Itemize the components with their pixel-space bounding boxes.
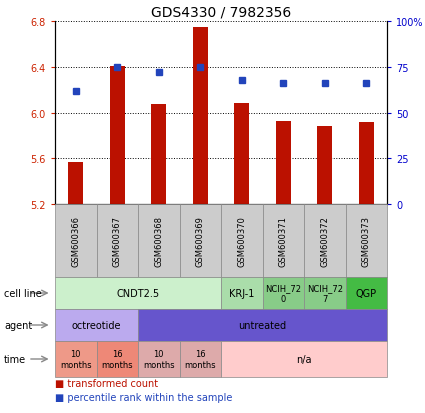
Text: octreotide: octreotide (72, 320, 121, 330)
Text: untreated: untreated (238, 320, 286, 330)
Text: CNDT2.5: CNDT2.5 (116, 288, 159, 298)
Text: NCIH_72
7: NCIH_72 7 (307, 284, 343, 303)
Text: QGP: QGP (356, 288, 377, 298)
Text: GSM600373: GSM600373 (362, 216, 371, 266)
Text: 16
months: 16 months (102, 349, 133, 369)
Bar (235, 104, 249, 204)
Text: agent: agent (4, 320, 32, 330)
Text: 16
months: 16 months (184, 349, 216, 369)
Text: GSM600368: GSM600368 (154, 216, 163, 266)
Text: 10
months: 10 months (143, 349, 175, 369)
Text: ■ percentile rank within the sample: ■ percentile rank within the sample (55, 392, 232, 402)
Text: GSM600371: GSM600371 (279, 216, 288, 266)
Text: GSM600369: GSM600369 (196, 216, 205, 266)
Text: n/a: n/a (296, 354, 312, 364)
Text: time: time (4, 354, 26, 364)
Text: cell line: cell line (4, 288, 42, 298)
Text: ■ transformed count: ■ transformed count (55, 377, 158, 388)
Bar (151, 105, 166, 204)
Text: GSM600366: GSM600366 (71, 216, 80, 266)
Bar (276, 121, 291, 204)
Bar (110, 66, 125, 204)
Title: GDS4330 / 7982356: GDS4330 / 7982356 (151, 5, 291, 19)
Text: KRJ-1: KRJ-1 (229, 288, 255, 298)
Bar (359, 122, 374, 204)
Bar (317, 127, 332, 204)
Text: 10
months: 10 months (60, 349, 91, 369)
Text: NCIH_72
0: NCIH_72 0 (265, 284, 301, 303)
Text: GSM600370: GSM600370 (237, 216, 246, 266)
Text: GSM600367: GSM600367 (113, 216, 122, 266)
Bar (68, 162, 83, 204)
Bar (193, 28, 207, 204)
Text: GSM600372: GSM600372 (320, 216, 329, 266)
